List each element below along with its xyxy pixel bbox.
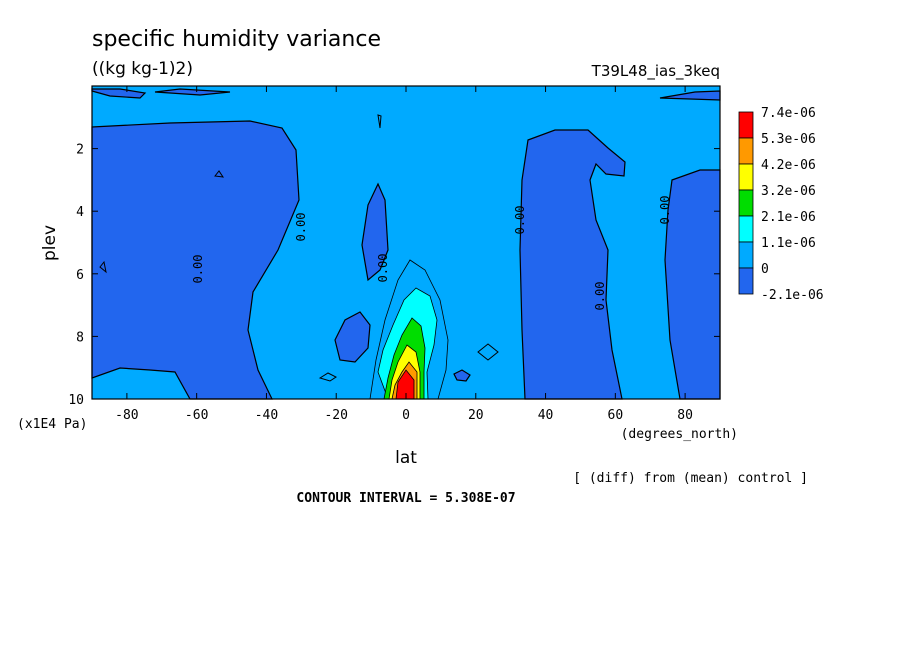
colorbar-swatch bbox=[738, 189, 754, 217]
chart-units: ((kg kg-1)2) bbox=[92, 59, 193, 79]
negative-regions bbox=[91, 88, 721, 400]
y-tick-label: 8 bbox=[76, 330, 84, 345]
colorbar-label: 7.4e-06 bbox=[761, 106, 816, 121]
negative-region-top-center bbox=[154, 88, 231, 96]
colorbar-swatch bbox=[738, 241, 754, 269]
negative-region-southern-wide bbox=[91, 120, 300, 400]
y-axis: 2 4 6 8 10 bbox=[68, 143, 720, 408]
colorbar-swatch bbox=[738, 215, 754, 243]
x-tick-label: 40 bbox=[538, 408, 554, 423]
contour-loop-thin-column bbox=[377, 114, 382, 129]
x-tick-label: -80 bbox=[115, 408, 138, 423]
run-label: T39L48_ias_3keq bbox=[591, 62, 720, 81]
contour-loop-tiny-pole bbox=[99, 260, 107, 274]
y-tick-label: 2 bbox=[76, 143, 84, 158]
colorbar-swatch bbox=[738, 163, 754, 191]
contour-interval: CONTOUR INTERVAL = 5.308E-07 bbox=[296, 491, 515, 506]
negative-region-tropics-column bbox=[361, 182, 389, 282]
x-axis-units: (degrees_north) bbox=[621, 427, 738, 442]
colorbar-label: 1.1e-06 bbox=[761, 236, 816, 251]
x-tick-label: 60 bbox=[608, 408, 624, 423]
small-contour-loops bbox=[99, 114, 499, 382]
chart-title: specific humidity variance bbox=[92, 27, 381, 52]
colorbar-label: 5.3e-06 bbox=[761, 132, 816, 147]
negative-region-midlat-south bbox=[334, 311, 371, 363]
comparison-note: [ (diff) from (mean) control ] bbox=[573, 471, 808, 486]
contour-label: 0.00 bbox=[513, 206, 527, 235]
x-tick-label: 0 bbox=[402, 408, 410, 423]
colorbar-label: 3.2e-06 bbox=[761, 184, 816, 199]
plot-area: 0.00 0.00 0.00 0.00 0.00 0.00 bbox=[91, 85, 721, 400]
colorbar-label: -2.1e-06 bbox=[761, 288, 824, 303]
contour-label: 0.00 bbox=[294, 213, 308, 242]
contour-loop-tiny-west bbox=[214, 170, 225, 178]
x-tick-label: 80 bbox=[677, 408, 693, 423]
x-tick-label: -60 bbox=[185, 408, 208, 423]
colorbar-label: 2.1e-06 bbox=[761, 210, 816, 225]
contour-loop-south bbox=[318, 372, 337, 382]
negative-region-small-north bbox=[453, 369, 471, 382]
contour-loop-north bbox=[477, 343, 499, 361]
colorbar-swatch bbox=[738, 267, 754, 295]
positive-core bbox=[369, 259, 449, 400]
y-axis-units: (x1E4 Pa) bbox=[17, 417, 87, 432]
x-axis: -80 -60 -40 -20 0 20 40 60 80 bbox=[115, 86, 693, 423]
negative-region-northern-column bbox=[519, 129, 626, 400]
y-axis-label: plev bbox=[40, 225, 60, 261]
x-tick-label: -20 bbox=[324, 408, 347, 423]
x-tick-label: -40 bbox=[255, 408, 278, 423]
contour-label: 0.00 bbox=[376, 254, 390, 283]
colorbar-swatch bbox=[738, 111, 754, 139]
y-tick-label: 6 bbox=[76, 268, 84, 283]
x-tick-label: 20 bbox=[468, 408, 484, 423]
colorbar-label: 4.2e-06 bbox=[761, 158, 816, 173]
y-tick-label: 10 bbox=[68, 393, 84, 408]
contour-label: 0.00 bbox=[658, 196, 672, 225]
contour-line-outer bbox=[369, 259, 449, 400]
colorbar: 7.4e-06 5.3e-06 4.2e-06 3.2e-06 2.1e-06 1.1e-… bbox=[738, 106, 824, 303]
colorbar-label: 0 bbox=[761, 262, 769, 277]
contour-label: 0.00 bbox=[593, 282, 607, 311]
x-axis-label: lat bbox=[395, 448, 417, 468]
colorbar-swatch bbox=[738, 137, 754, 165]
y-tick-label: 4 bbox=[76, 205, 84, 220]
contour-label: 0.00 bbox=[191, 255, 205, 284]
